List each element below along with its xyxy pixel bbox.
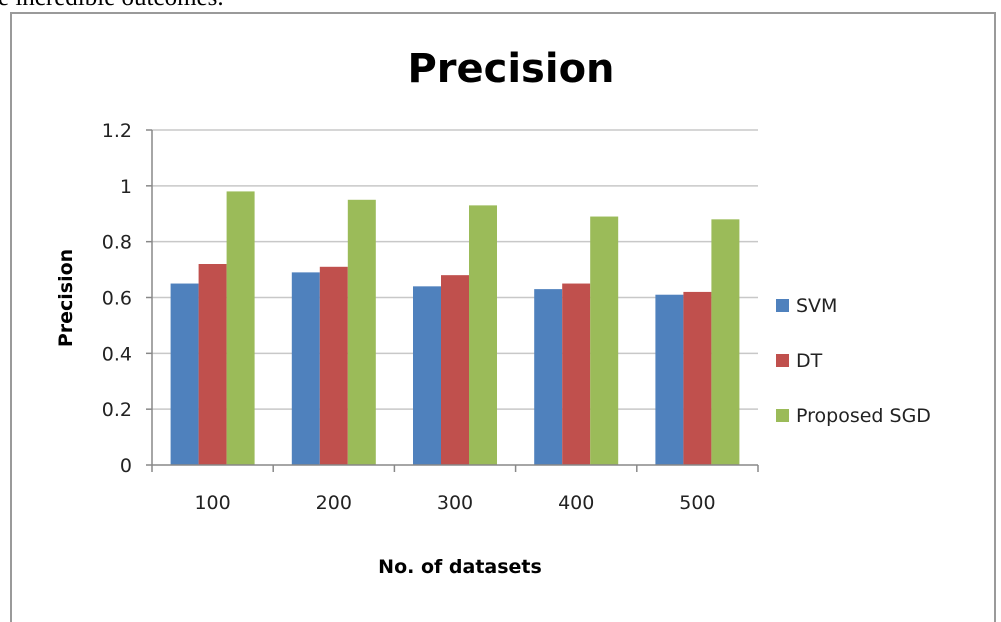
y-tick-label: 0.6 <box>102 288 132 310</box>
bar-svm-200 <box>291 272 320 465</box>
bar-dt-300 <box>441 275 469 465</box>
bar-dt-400 <box>562 283 591 465</box>
axes <box>146 129 759 472</box>
chart-title: Precision <box>407 46 614 92</box>
legend-label: SVM <box>796 295 837 317</box>
y-tick-label: 1.2 <box>102 120 132 142</box>
x-tick-label: 100 <box>194 492 230 514</box>
bar-proposed-sgd-300 <box>469 205 497 465</box>
bars <box>170 191 740 465</box>
bar-svm-100 <box>170 283 199 465</box>
y-tick-label: 0.2 <box>102 399 132 421</box>
y-axis-title: Precision <box>55 249 77 347</box>
x-tick-label: 300 <box>437 492 473 514</box>
legend-label: DT <box>796 350 823 372</box>
bar-svm-500 <box>655 294 684 465</box>
page-text-fragment: e incredible outcomes. <box>0 0 224 12</box>
bar-dt-200 <box>319 266 348 465</box>
bar-dt-500 <box>683 291 712 465</box>
legend-label: Proposed SGD <box>796 405 931 427</box>
bar-proposed-sgd-200 <box>347 199 376 465</box>
bar-svm-300 <box>413 286 441 465</box>
bar-svm-400 <box>534 289 563 465</box>
bar-dt-100 <box>198 264 227 465</box>
x-axis-title: No. of datasets <box>378 556 542 578</box>
legend-swatch <box>776 409 789 422</box>
x-tick-label: 500 <box>679 492 715 514</box>
bar-proposed-sgd-500 <box>711 219 740 465</box>
legend: SVM DT Proposed SGD <box>776 295 931 427</box>
legend-swatch <box>776 299 789 312</box>
y-tick-labels: 0 0.2 0.4 0.6 0.8 1 1.2 <box>102 120 132 477</box>
y-tick-label: 0.4 <box>102 343 132 365</box>
y-tick-label: 0 <box>120 455 132 477</box>
x-tick-labels: 100 200 300 400 500 <box>194 492 715 514</box>
y-tick-label: 1 <box>120 176 132 198</box>
x-tick-label: 200 <box>316 492 352 514</box>
bar-proposed-sgd-400 <box>590 216 619 465</box>
x-tick-label: 400 <box>558 492 594 514</box>
legend-swatch <box>776 354 789 367</box>
y-tick-label: 0.8 <box>102 232 132 254</box>
bar-proposed-sgd-100 <box>226 191 255 465</box>
